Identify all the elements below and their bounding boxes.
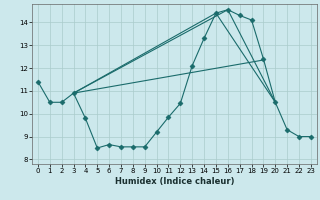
X-axis label: Humidex (Indice chaleur): Humidex (Indice chaleur) bbox=[115, 177, 234, 186]
